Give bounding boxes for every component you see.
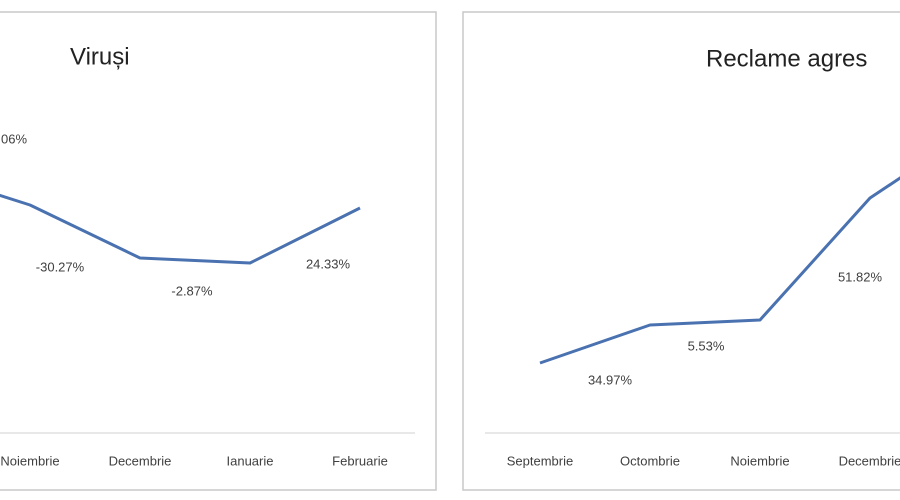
data-annotation: 06%: [1, 131, 27, 146]
data-annotation: -2.87%: [171, 283, 213, 298]
panel: [462, 11, 900, 491]
x-tick-label: Septembrie: [507, 453, 573, 468]
x-tick-label: Decembrie: [839, 453, 900, 468]
x-tick-label: Decembrie: [109, 453, 172, 468]
data-annotation: 24.33%: [306, 256, 351, 271]
x-tick-label: Ianuarie: [227, 453, 274, 468]
data-line: [539, 176, 900, 365]
x-tick-label: Noiembrie: [0, 453, 59, 468]
data-annotation: -30.27%: [36, 259, 85, 274]
data-annotation: 51.82%: [838, 269, 883, 284]
chart: Viruși Noiembrie Decembrie Ianuarie Februari…: [0, 43, 388, 468]
chart: Reclame agres Septembrie Octombrie Noiembri…: [507, 45, 900, 468]
x-tick-label: Octombrie: [620, 453, 680, 468]
x-tick-label: Noiembrie: [730, 453, 789, 468]
chart-title: Reclame agres: [706, 45, 867, 72]
chart-title: Viruși: [70, 43, 130, 70]
panel: [0, 11, 437, 491]
data-line: [0, 193, 361, 265]
data-annotation: 34.97%: [588, 372, 633, 387]
x-tick-label: Februarie: [332, 453, 388, 468]
data-annotation: 5.53%: [688, 338, 725, 353]
